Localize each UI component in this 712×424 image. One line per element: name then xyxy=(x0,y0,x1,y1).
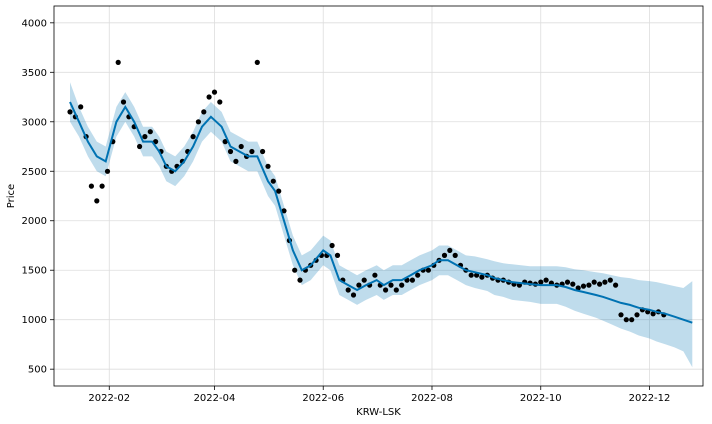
uncertainty-band-layer xyxy=(70,82,693,368)
observed-point xyxy=(137,143,143,150)
observed-point xyxy=(543,277,549,283)
observed-point xyxy=(361,277,367,283)
observed-point xyxy=(570,281,576,287)
observed-point xyxy=(78,104,84,110)
observed-point xyxy=(356,282,362,288)
observed-point xyxy=(115,59,121,65)
observed-point xyxy=(233,158,239,164)
observed-point xyxy=(399,282,405,288)
grid xyxy=(54,6,703,386)
observed-point xyxy=(281,208,287,214)
forecast-line-layer xyxy=(69,101,693,324)
observed-point xyxy=(650,311,656,317)
observed-point xyxy=(297,277,303,283)
x-axis-label: KRW-LSK xyxy=(356,407,401,418)
observed-point xyxy=(591,279,597,285)
observed-point xyxy=(329,242,335,249)
observed-point xyxy=(388,282,394,288)
observed-point xyxy=(153,139,159,145)
observed-point xyxy=(265,163,271,169)
observed-point xyxy=(99,183,105,189)
observed-point xyxy=(372,272,378,278)
observed-point xyxy=(580,283,587,289)
observed-point xyxy=(479,274,485,280)
observed-point xyxy=(618,312,624,318)
observed-point xyxy=(586,282,592,288)
uncertainty-band xyxy=(70,82,693,368)
y-tick-label: 2000 xyxy=(22,216,47,227)
observed-point xyxy=(104,168,111,174)
observed-point xyxy=(634,312,640,318)
observed-point xyxy=(276,188,282,194)
observed-point xyxy=(345,287,351,293)
observed-point xyxy=(211,89,218,95)
observed-point xyxy=(222,139,228,145)
y-axis-label: Price xyxy=(6,184,17,208)
observed-point xyxy=(350,292,357,298)
observed-point xyxy=(238,143,244,150)
observed-point xyxy=(383,287,389,293)
observed-point xyxy=(452,252,458,258)
observed-point xyxy=(538,279,544,285)
x-tick-label: 2022-02 xyxy=(88,393,130,404)
observed-point xyxy=(88,183,94,189)
x-tick-label: 2022-12 xyxy=(629,393,671,404)
observed-point xyxy=(67,109,73,115)
observed-point xyxy=(597,281,603,287)
y-tick-label: 4000 xyxy=(22,18,47,29)
observed-point xyxy=(206,94,212,100)
observed-point xyxy=(249,148,255,155)
observed-point xyxy=(142,134,148,140)
x-tick-label: 2022-08 xyxy=(411,393,453,404)
observed-point xyxy=(613,282,619,288)
observed-point xyxy=(94,198,100,204)
y-axis-ticks: 500 1000 1500 2000 2500 3000 3500 4000 xyxy=(22,18,54,376)
x-tick-label: 2022-06 xyxy=(302,393,344,404)
observed-point xyxy=(227,148,234,155)
plot-area-frame xyxy=(53,5,704,387)
observed-point xyxy=(190,134,196,140)
y-tick-label: 500 xyxy=(28,365,47,376)
observed-point xyxy=(575,285,581,291)
observed-point xyxy=(334,252,341,258)
observed-point xyxy=(260,148,266,155)
observed-point xyxy=(120,99,127,105)
y-tick-label: 2500 xyxy=(22,167,47,178)
observed-point xyxy=(201,109,207,115)
observed-point xyxy=(564,279,571,285)
observed-point xyxy=(602,279,608,285)
observed-point xyxy=(468,272,474,278)
x-tick-label: 2022-10 xyxy=(520,393,562,404)
observed-point xyxy=(415,272,421,278)
observed-point xyxy=(147,129,153,135)
observed-point xyxy=(441,252,448,258)
observed-point xyxy=(629,317,635,323)
x-axis-ticks: 2022-02 2022-04 2022-06 2022-08 2022-10 2022-… xyxy=(88,386,670,404)
observed-point xyxy=(270,178,276,184)
observed-point xyxy=(409,277,415,283)
observed-point xyxy=(425,267,431,273)
y-tick-label: 3000 xyxy=(22,117,47,128)
observed-point xyxy=(217,99,223,105)
observed-point xyxy=(254,59,260,65)
x-tick-label: 2022-04 xyxy=(194,393,236,404)
forecast-line xyxy=(69,101,693,324)
observed-point xyxy=(607,277,613,283)
observed-point xyxy=(393,287,399,293)
observed-point xyxy=(195,119,201,125)
observed-point xyxy=(623,317,629,323)
y-tick-label: 3500 xyxy=(22,68,47,79)
y-tick-label: 1000 xyxy=(22,315,47,326)
observed-point xyxy=(292,267,298,273)
y-tick-label: 1500 xyxy=(22,266,47,277)
observed-point xyxy=(447,247,453,253)
